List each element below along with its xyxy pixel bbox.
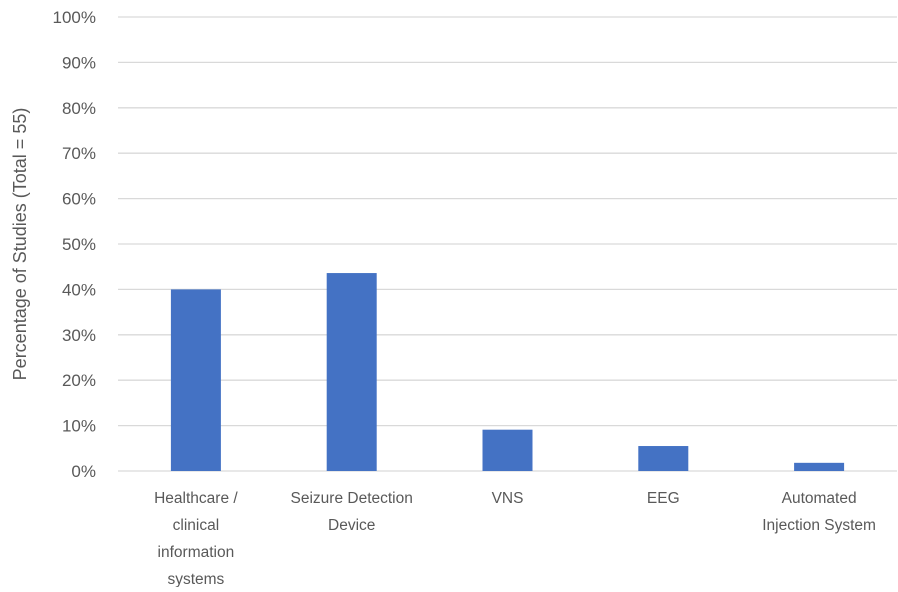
- x-tick-label-line: Device: [328, 517, 375, 534]
- x-tick-label: VNS: [492, 490, 524, 507]
- x-tick-labels: Healthcare / clinical information systems Se…: [154, 490, 876, 588]
- bar: [170, 289, 221, 471]
- bar: [326, 273, 377, 471]
- y-tick-label: 50%: [62, 235, 96, 254]
- y-tick-labels: 0% 10% 20% 30% 40% 50% 60% 70% 80% 90% 100%: [53, 8, 96, 481]
- x-tick-label-line: clinical: [173, 517, 220, 534]
- x-tick-label-line: Seizure Detection: [291, 490, 413, 507]
- x-tick-label-line: VNS: [492, 490, 524, 507]
- y-tick-label: 40%: [62, 280, 96, 299]
- x-tick-label-line: Injection System: [762, 517, 876, 534]
- y-axis-title: Percentage of Studies (Total = 55): [10, 108, 30, 381]
- bar: [794, 462, 845, 471]
- y-tick-label: 80%: [62, 99, 96, 118]
- gridlines: [118, 16, 897, 472]
- x-tick-label-line: Healthcare /: [154, 490, 238, 507]
- y-tick-label: 10%: [62, 417, 96, 436]
- y-tick-label: 0%: [71, 462, 96, 481]
- bars: [170, 273, 845, 471]
- x-tick-label: Healthcare / clinical information systems: [154, 490, 238, 587]
- x-tick-label-line: systems: [167, 571, 224, 587]
- y-tick-label: 30%: [62, 326, 96, 345]
- x-tick-label: Seizure Detection Device: [291, 490, 413, 534]
- x-tick-label: EEG: [647, 490, 680, 507]
- x-tick-label-line: information: [158, 544, 235, 561]
- x-tick-label: Automated Injection System: [762, 490, 876, 534]
- y-tick-label: 70%: [62, 144, 96, 163]
- x-tick-label-line: Automated: [782, 490, 857, 507]
- bar: [638, 446, 689, 471]
- x-tick-label-line: EEG: [647, 490, 680, 507]
- y-tick-label: 100%: [53, 8, 96, 27]
- y-tick-label: 90%: [62, 53, 96, 72]
- y-tick-label: 60%: [62, 190, 96, 209]
- y-tick-label: 20%: [62, 371, 96, 390]
- bar: [482, 429, 533, 471]
